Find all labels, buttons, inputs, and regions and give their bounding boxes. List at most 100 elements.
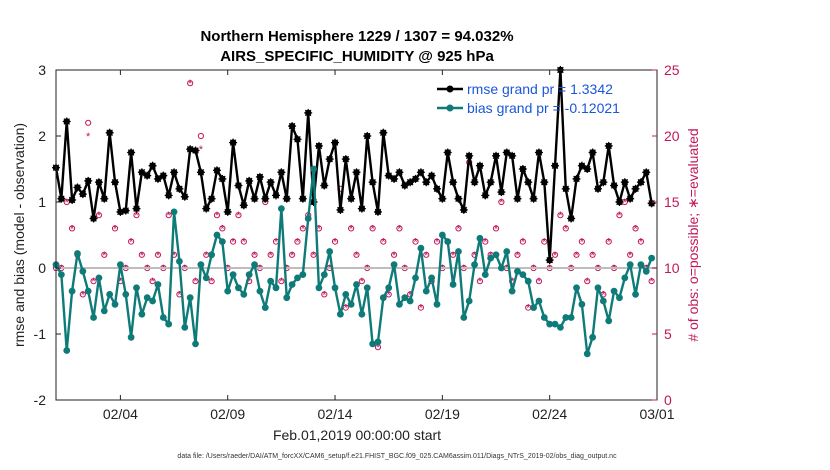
bias-point: [272, 284, 280, 292]
rmse-point-ray: [589, 149, 596, 156]
rmse-point-ray: [439, 195, 446, 202]
bias-point: [100, 307, 108, 315]
obs-evaluated-point: *: [478, 276, 483, 288]
rmse-point: [379, 128, 388, 137]
obs-evaluated-point: *: [515, 250, 520, 262]
right-y-tick-label: 5: [664, 326, 672, 342]
rmse-point-ray: [476, 162, 484, 169]
bias-point: [288, 281, 296, 288]
rmse-point-ray: [648, 200, 655, 207]
obs-possible-point: [627, 251, 634, 258]
bias-point: [444, 238, 452, 246]
legend: rmse grand pr = 1.3342 bias grand pr = -…: [437, 81, 620, 116]
obs-possible-point: [589, 251, 596, 258]
rmse-point: [341, 155, 350, 164]
bias-point: [197, 261, 205, 269]
rmse-point: [497, 188, 506, 197]
obs-evaluated-point: *: [607, 237, 612, 249]
rmse-point-ray: [390, 175, 398, 183]
rmse-point-ray: [487, 178, 494, 186]
rmse-point-ray: [90, 215, 97, 222]
bias-point: [181, 324, 189, 331]
rmse-point: [593, 184, 602, 193]
right-y-tick-label: 10: [664, 260, 680, 276]
y-tick-label: -1: [34, 326, 47, 342]
obs-possible-point: [584, 278, 591, 285]
bias-point: [497, 264, 505, 272]
rmse-point: [202, 204, 211, 213]
bias-point: [455, 248, 462, 255]
rmse-point-ray: [176, 185, 183, 193]
bias-point: [610, 287, 618, 295]
x-tick-label: 02/19: [425, 406, 460, 422]
obs-possible-point: [299, 225, 306, 232]
bias-point: [422, 287, 430, 295]
rmse-point-ray: [562, 185, 570, 193]
bias-point: [170, 208, 178, 216]
rmse-point: [577, 161, 586, 170]
rmse-point-ray: [283, 195, 290, 202]
rmse-point-ray: [471, 178, 478, 186]
bias-point: [438, 231, 446, 239]
obs-possible-point: [632, 225, 639, 232]
bias-point: [116, 261, 124, 269]
bias-point: [503, 248, 511, 255]
bias-point: [535, 297, 543, 305]
rmse-point: [540, 178, 549, 187]
bias-point: [320, 271, 328, 278]
bias-point: [406, 297, 414, 305]
obs-possible-point: [149, 278, 156, 285]
obs-evaluated-point: *: [333, 237, 338, 249]
rmse-point-ray: [546, 256, 553, 264]
bias-point: [106, 291, 114, 298]
x-tick-label: 02/24: [532, 406, 567, 422]
rmse-point-ray: [498, 188, 505, 196]
data-file-footnote: data file: /Users/raeder/DAI/ATM_forcXX/…: [177, 453, 617, 460]
rmse-point: [100, 194, 109, 203]
rmse-point-ray: [444, 149, 451, 156]
rmse-point-ray: [219, 175, 226, 183]
rmse-point: [422, 178, 431, 187]
rmse-point-ray: [610, 182, 618, 189]
obs-evaluated-point: *: [564, 223, 569, 235]
rmse-point-ray: [165, 192, 172, 199]
bias-point: [562, 314, 570, 321]
bias-point: [251, 261, 258, 269]
bias-point: [245, 271, 253, 278]
rmse-point-ray: [374, 208, 382, 216]
rmse-point: [545, 256, 554, 265]
obs-evaluated-point: *: [633, 223, 638, 235]
obs-evaluated-point: *: [387, 289, 392, 301]
bias-point: [133, 284, 140, 292]
rmse-point: [121, 206, 130, 215]
rmse-point: [604, 141, 613, 150]
obs-evaluated-point: *: [140, 250, 145, 262]
obs-evaluated-point: *: [499, 197, 504, 209]
bias-point: [218, 238, 226, 246]
legend-rmse-label: rmse grand pr = 1.3342: [467, 81, 613, 97]
rmse-point: [153, 174, 162, 183]
rmse-point-ray: [68, 196, 76, 204]
rmse-point-ray: [412, 175, 419, 183]
bias-point: [347, 300, 355, 308]
rmse-point-ray: [541, 178, 548, 186]
bias-point: [95, 274, 103, 282]
rmse-point-ray: [353, 169, 360, 176]
obs-evaluated-point: *: [553, 250, 558, 262]
obs-evaluated-point: *: [65, 197, 70, 209]
rmse-point: [529, 194, 538, 203]
rmse-point-ray: [154, 175, 162, 183]
bias-point: [277, 205, 285, 213]
rmse-point: [68, 196, 77, 205]
series-layer: [52, 66, 656, 358]
obs-evaluated-point: *: [510, 276, 515, 288]
obs-possible-point: [90, 278, 97, 285]
rmse-point: [443, 148, 452, 157]
bias-point: [235, 284, 242, 292]
obs-possible-point: [187, 80, 194, 87]
rmse-point: [218, 174, 227, 183]
rmse-point-ray: [186, 145, 194, 153]
rmse-point: [320, 181, 329, 190]
obs-possible-point: [519, 238, 526, 245]
